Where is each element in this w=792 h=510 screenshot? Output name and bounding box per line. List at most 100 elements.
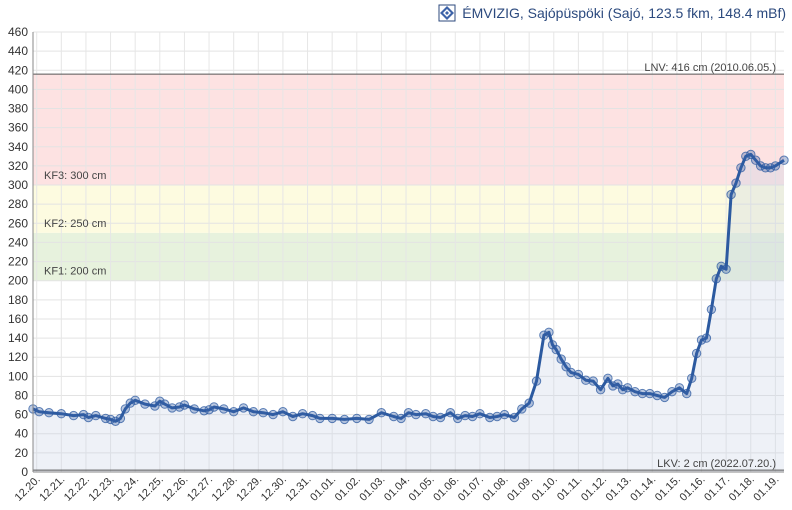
x-tick-label: 12.26. [160,474,190,504]
y-tick-label: 0 [21,465,28,479]
data-point [622,383,633,393]
x-tick-label: 01.08. [481,474,511,504]
x-tick-label: 01.14. [628,474,658,504]
y-tick-label: 360 [8,121,28,135]
data-point [551,344,561,355]
data-point [105,414,116,425]
data-point [411,409,421,420]
data-point [56,409,66,419]
data-point [44,408,54,418]
warning-band-1 [33,232,784,281]
chart-grid [33,31,784,473]
y-tick-label: 180 [8,293,28,307]
data-point [140,399,150,409]
y-tick-label: 440 [8,44,28,58]
data-point [544,327,554,337]
x-tick-label: 01.04. [382,474,412,504]
data-point [779,155,789,165]
data-point [209,402,219,412]
data-point [721,264,731,274]
x-tick-label: 01.13. [604,474,634,504]
data-point [741,151,751,162]
data-point [167,403,177,413]
data-point [770,161,781,171]
data-point [711,274,721,284]
x-tick-label: 12.24. [111,474,141,504]
data-point [189,404,200,414]
y-tick-label: 100 [8,369,28,383]
data-point [475,409,485,419]
data-point [706,304,717,315]
data-point [364,414,374,425]
data-point [34,407,44,417]
data-point [396,413,406,424]
emvizig-logo-icon [438,4,456,22]
y-tick-label: 20 [15,446,29,460]
data-point [125,398,136,408]
x-tick-label: 12.29. [234,474,264,504]
warning-band-2 [33,185,784,233]
y-tick-label: 60 [15,408,29,422]
y-axis-ticks: 0 20 40 60 80 100 120 140 160 180 200 220 240 260 280 3… [8,25,28,479]
x-tick-label: 12.21. [37,474,67,504]
data-point [155,396,165,406]
data-point [736,163,746,173]
data-point [682,388,692,399]
y-tick-label: 240 [8,235,28,249]
data-point [268,409,278,420]
y-tick-label: 380 [8,102,28,116]
band-label-3: KF3: 300 cm [44,170,106,182]
data-point [652,390,662,401]
data-point [179,400,190,410]
data-point [566,367,576,378]
data-point [687,373,697,383]
data-point [78,409,89,420]
data-point [219,404,229,414]
y-tick-label: 280 [8,197,28,211]
data-point [115,413,126,424]
data-point [278,407,288,417]
data-point [645,388,655,399]
reference-line-label-2: LKV: 2 cm (2022.07.20.) [657,458,776,470]
data-point [509,412,520,423]
x-tick-label: 01.18. [727,474,757,504]
data-point [517,404,527,414]
y-tick-label: 300 [8,178,28,192]
data-point [428,411,438,422]
y-tick-label: 340 [8,140,28,154]
data-point [726,189,736,200]
data-point [595,385,606,395]
x-tick-label: 01.02. [333,474,363,504]
data-point [339,414,350,425]
data-point [760,163,771,173]
data-point [327,413,337,424]
warning-band-3 [33,74,784,186]
data-point [492,411,502,422]
data-point [667,387,677,397]
chart-title-bar: ÉMVIZIG, Sajópüspöki (Sajó, 123.5 fkm, 1… [438,3,786,23]
data-point [603,373,613,383]
data-point [659,392,670,403]
x-tick-label: 01.06. [431,474,461,504]
x-tick-label: 01.17. [702,474,732,504]
data-point [174,402,185,412]
x-tick-label: 12.31. [284,474,314,504]
data-point [91,410,101,421]
y-tick-label: 200 [8,274,28,288]
data-point [701,333,712,343]
warning-bands [33,74,784,281]
data-point [485,412,495,423]
data-point [68,410,79,421]
data-point [288,411,298,422]
data-point [110,416,121,426]
data-point [696,335,707,345]
x-tick-label: 12.28. [210,474,240,504]
band-labels: KF1: 200 cm KF2: 250 cm KF3: 300 cm [44,170,106,278]
x-tick-label: 01.07. [456,474,486,504]
data-point [403,408,414,418]
x-tick-label: 01.12. [579,474,609,504]
data-point [731,178,741,188]
data-point [637,388,648,399]
data-point [83,412,94,423]
